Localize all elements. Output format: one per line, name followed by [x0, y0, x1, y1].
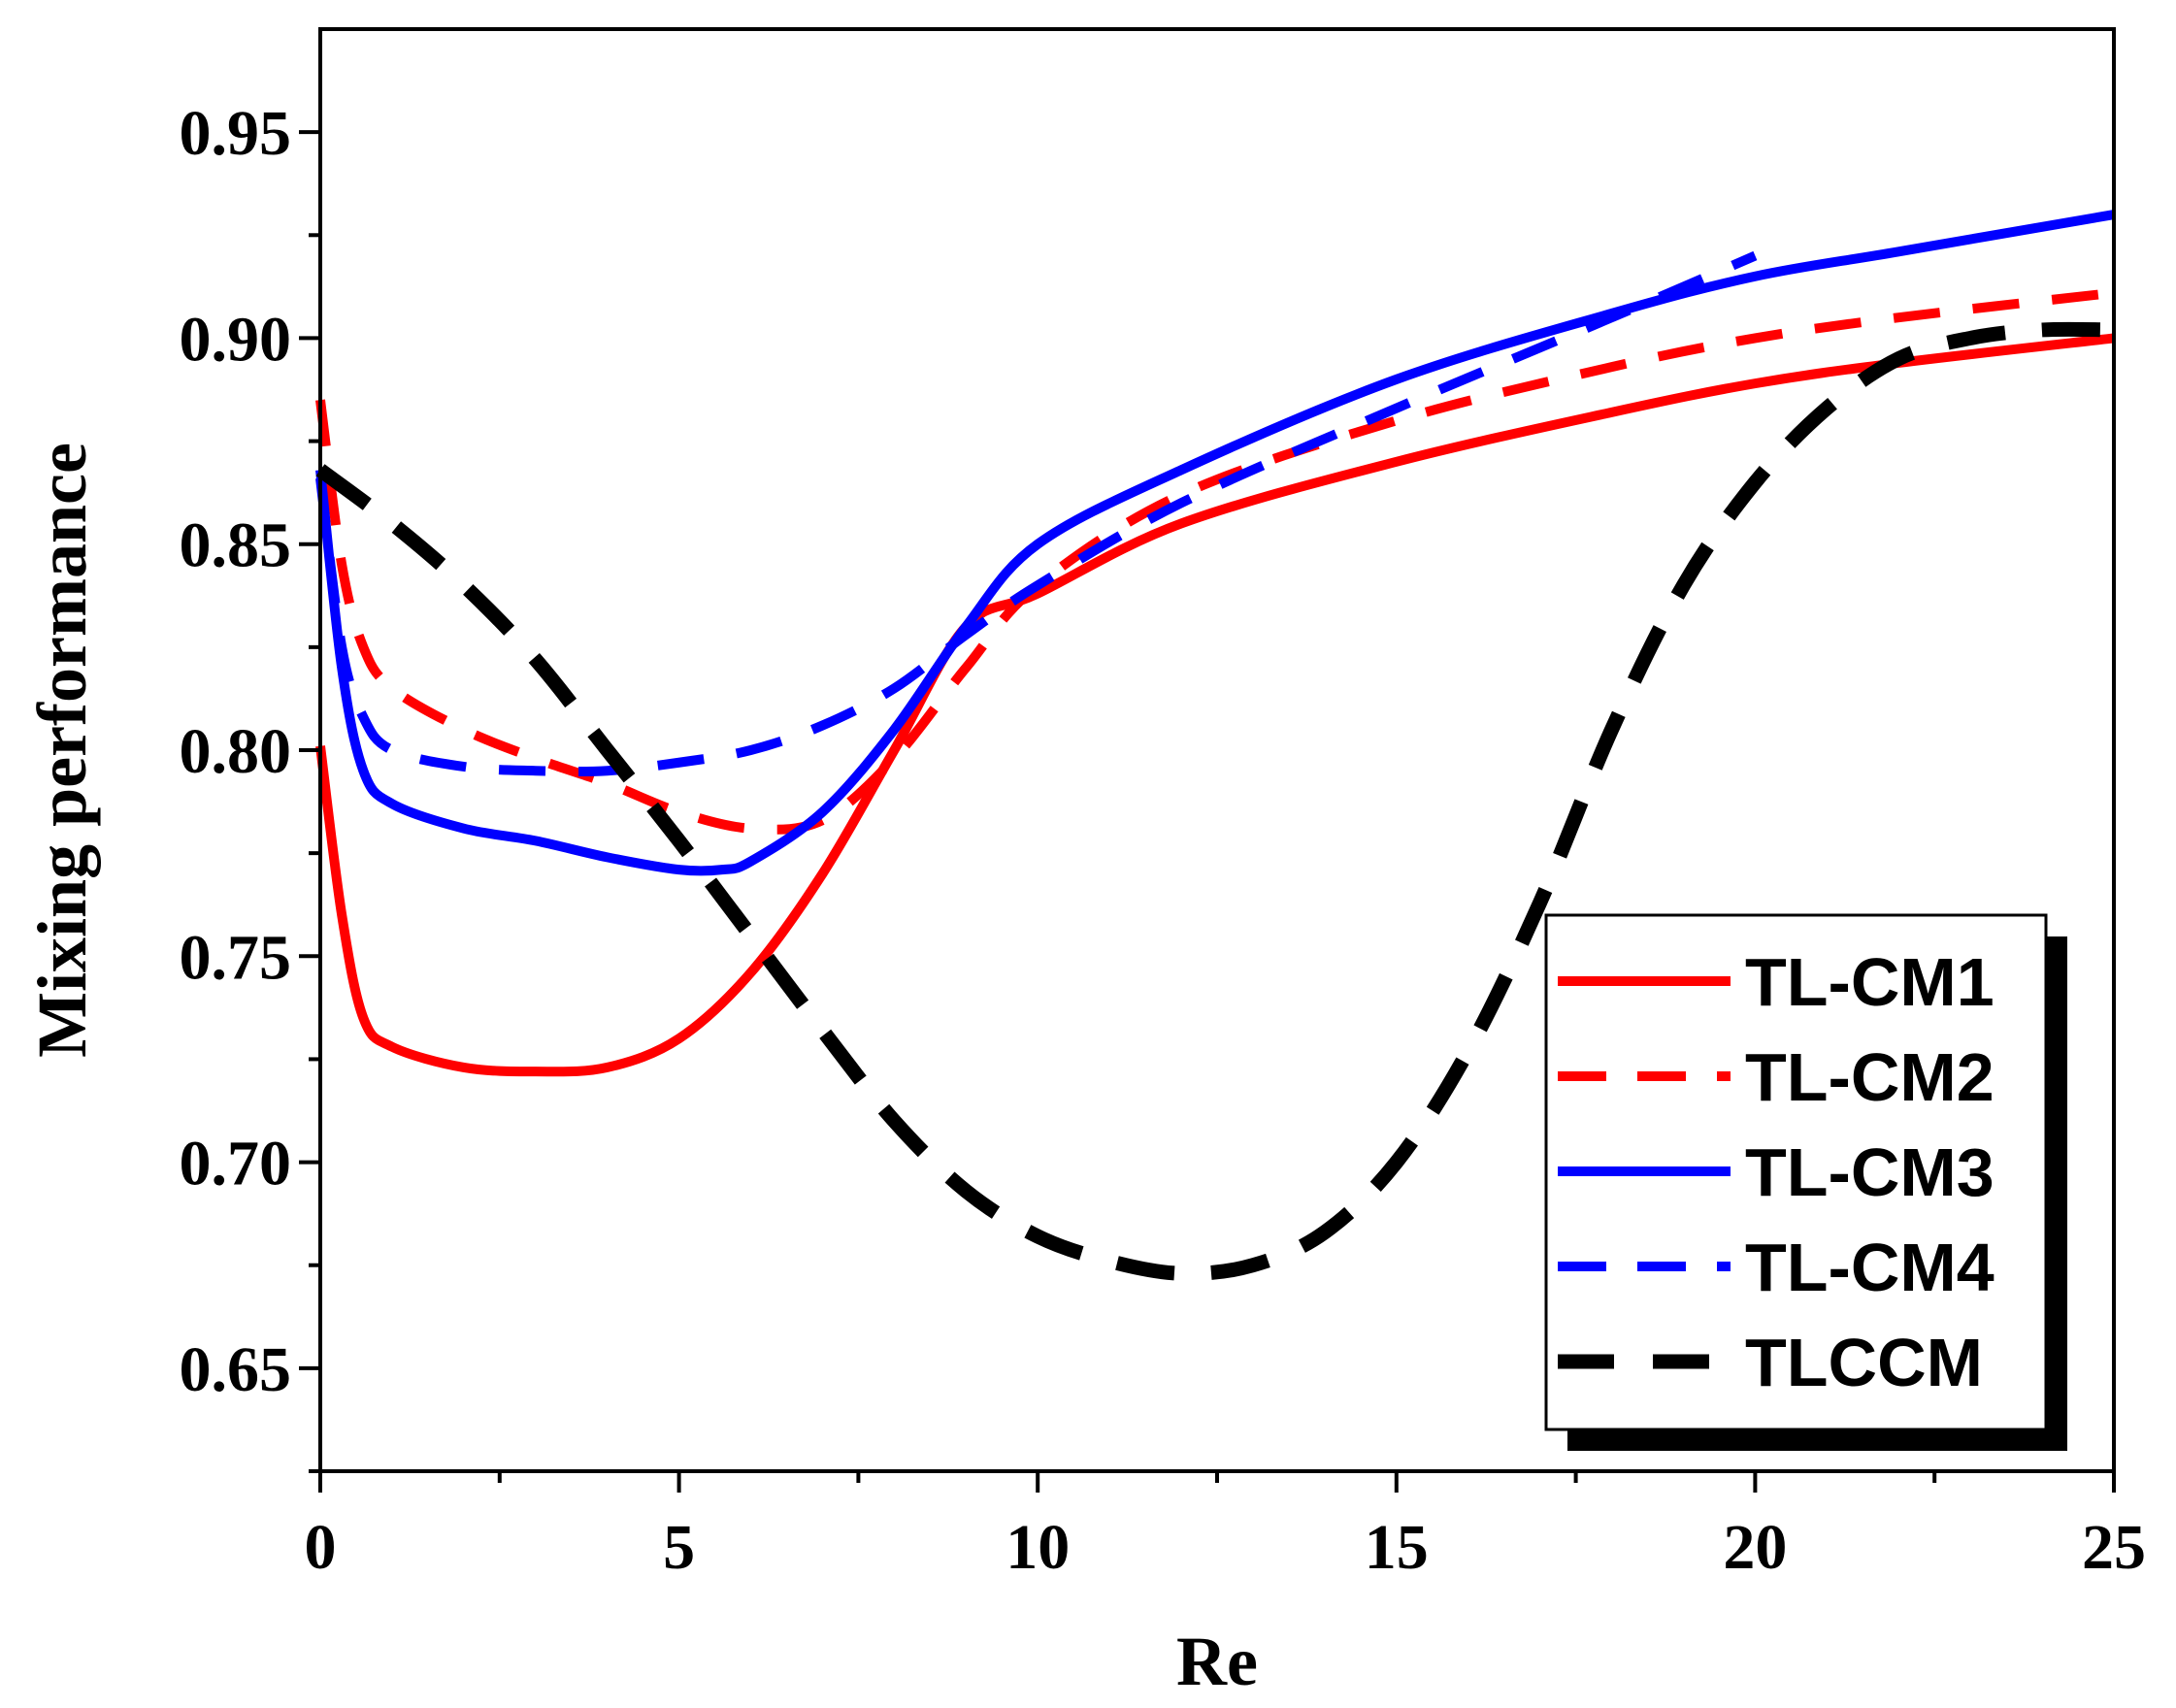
y-tick-label: 0.75	[180, 922, 292, 993]
y-axis-title: Mixing performance	[23, 443, 101, 1058]
legend-label-tl-cm4: TL-CM4	[1745, 1230, 1995, 1305]
series-line-tl-cm1	[315, 333, 2115, 1077]
x-tick-label: 10	[1006, 1512, 1070, 1583]
x-tick-label: 20	[1723, 1512, 1787, 1583]
y-tick-label: 0.70	[180, 1129, 292, 1199]
y-tick-label: 0.85	[180, 510, 292, 581]
legend-label-tl-cm1: TL-CM1	[1745, 944, 1995, 1020]
legend-label-tlccm: TLCCM	[1745, 1325, 1983, 1400]
x-tick-label: 0	[305, 1512, 337, 1583]
x-tick-label: 5	[663, 1512, 695, 1583]
y-tick-label: 0.80	[180, 716, 292, 787]
series-line-tl-cm2	[315, 287, 2115, 835]
y-tick-label: 0.90	[180, 304, 292, 375]
series-layer	[315, 210, 2115, 1281]
x-tick-label: 25	[2082, 1512, 2146, 1583]
series-line-tlccm	[315, 321, 2115, 1281]
x-axis-title: Re	[1176, 1623, 1258, 1700]
x-tick-label: 15	[1365, 1512, 1429, 1583]
y-tick-label: 0.65	[180, 1334, 292, 1405]
y-tick-label: 0.95	[180, 98, 292, 169]
legend-label-tl-cm2: TL-CM2	[1745, 1039, 1995, 1115]
axes-layer: 0 5 10 15 20 25 0.65 0.70 0.75 0.80 0.85 0.90 0.95	[180, 98, 2147, 1583]
legend: TL-CM1 TL-CM2 TL-CM3 TL-CM4 TLCCM	[1544, 913, 2067, 1451]
series-line-tl-cm4	[315, 250, 1758, 777]
legend-label-tl-cm3: TL-CM3	[1745, 1134, 1995, 1210]
